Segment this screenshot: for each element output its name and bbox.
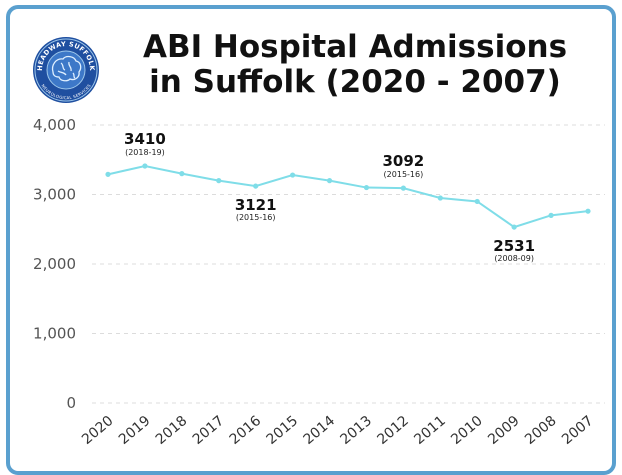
y-axis-ticks: 0 1,000 2,000 3,000 4,000 — [33, 116, 76, 412]
y-tick-label: 0 — [66, 394, 76, 412]
annotation-value: 3092 — [383, 152, 425, 170]
gridlines — [92, 124, 605, 404]
x-tick-label: 2018 — [153, 413, 191, 448]
chart-title: ABI Hospital Admissions in Suffolk (2020… — [105, 30, 605, 100]
data-point — [216, 178, 222, 184]
x-tick-label: 2012 — [374, 413, 412, 448]
x-axis-ticks: 2020 2019 2018 2017 2016 2015 2014 2013 2012 2011… — [79, 413, 597, 448]
x-tick-label: 2013 — [337, 413, 375, 448]
x-tick-label: 2010 — [448, 413, 486, 448]
y-tick-label: 3,000 — [33, 186, 76, 204]
annotation-period: (2018-19) — [125, 148, 165, 157]
series-line — [107, 164, 589, 229]
x-tick-label: 2014 — [301, 413, 339, 448]
x-tick-label: 2020 — [79, 413, 117, 448]
annotation-value: 2531 — [493, 237, 535, 255]
data-point — [474, 198, 480, 205]
headway-logo: HEADWAY SUFFOLK NEUROLOGICAL SERVICES — [33, 37, 99, 103]
data-point — [142, 163, 148, 169]
chart-title-line2: in Suffolk (2020 - 2007) — [149, 64, 561, 100]
annotations: 3410(2018-19)3121(2015-16)3092(2015-16)2… — [124, 130, 535, 263]
x-tick-label: 2015 — [264, 413, 302, 448]
chart-title-line1: ABI Hospital Admissions — [142, 29, 568, 65]
data-point — [585, 208, 591, 214]
annotation-value: 3410 — [124, 130, 166, 148]
x-tick-label: 2019 — [116, 413, 154, 448]
x-tick-label: 2016 — [227, 413, 265, 448]
data-point — [363, 184, 370, 191]
data-point — [179, 171, 185, 177]
data-point — [105, 171, 111, 177]
data-point — [437, 195, 443, 201]
annotation-period: (2015-16) — [384, 170, 424, 179]
series-line-layer — [107, 164, 589, 229]
y-tick-label: 4,000 — [33, 116, 76, 134]
chart-frame — [6, 5, 616, 475]
y-tick-label: 1,000 — [33, 325, 76, 343]
data-point — [511, 224, 517, 230]
x-tick-label: 2008 — [522, 413, 560, 448]
annotation-period: (2015-16) — [236, 213, 276, 222]
annotation-value: 3121 — [235, 196, 277, 214]
brain-icon — [51, 55, 82, 82]
annotation-period: (2008-09) — [494, 254, 534, 263]
data-point — [253, 183, 259, 189]
x-tick-label: 2017 — [190, 413, 228, 448]
data-points — [105, 163, 591, 230]
data-point — [548, 212, 554, 218]
x-tick-label: 2007 — [559, 413, 597, 448]
data-point — [290, 172, 296, 178]
data-point — [326, 178, 333, 184]
x-tick-label: 2009 — [485, 413, 523, 448]
data-point — [400, 185, 406, 191]
y-tick-label: 2,000 — [33, 255, 76, 273]
x-tick-label: 2011 — [411, 413, 449, 448]
